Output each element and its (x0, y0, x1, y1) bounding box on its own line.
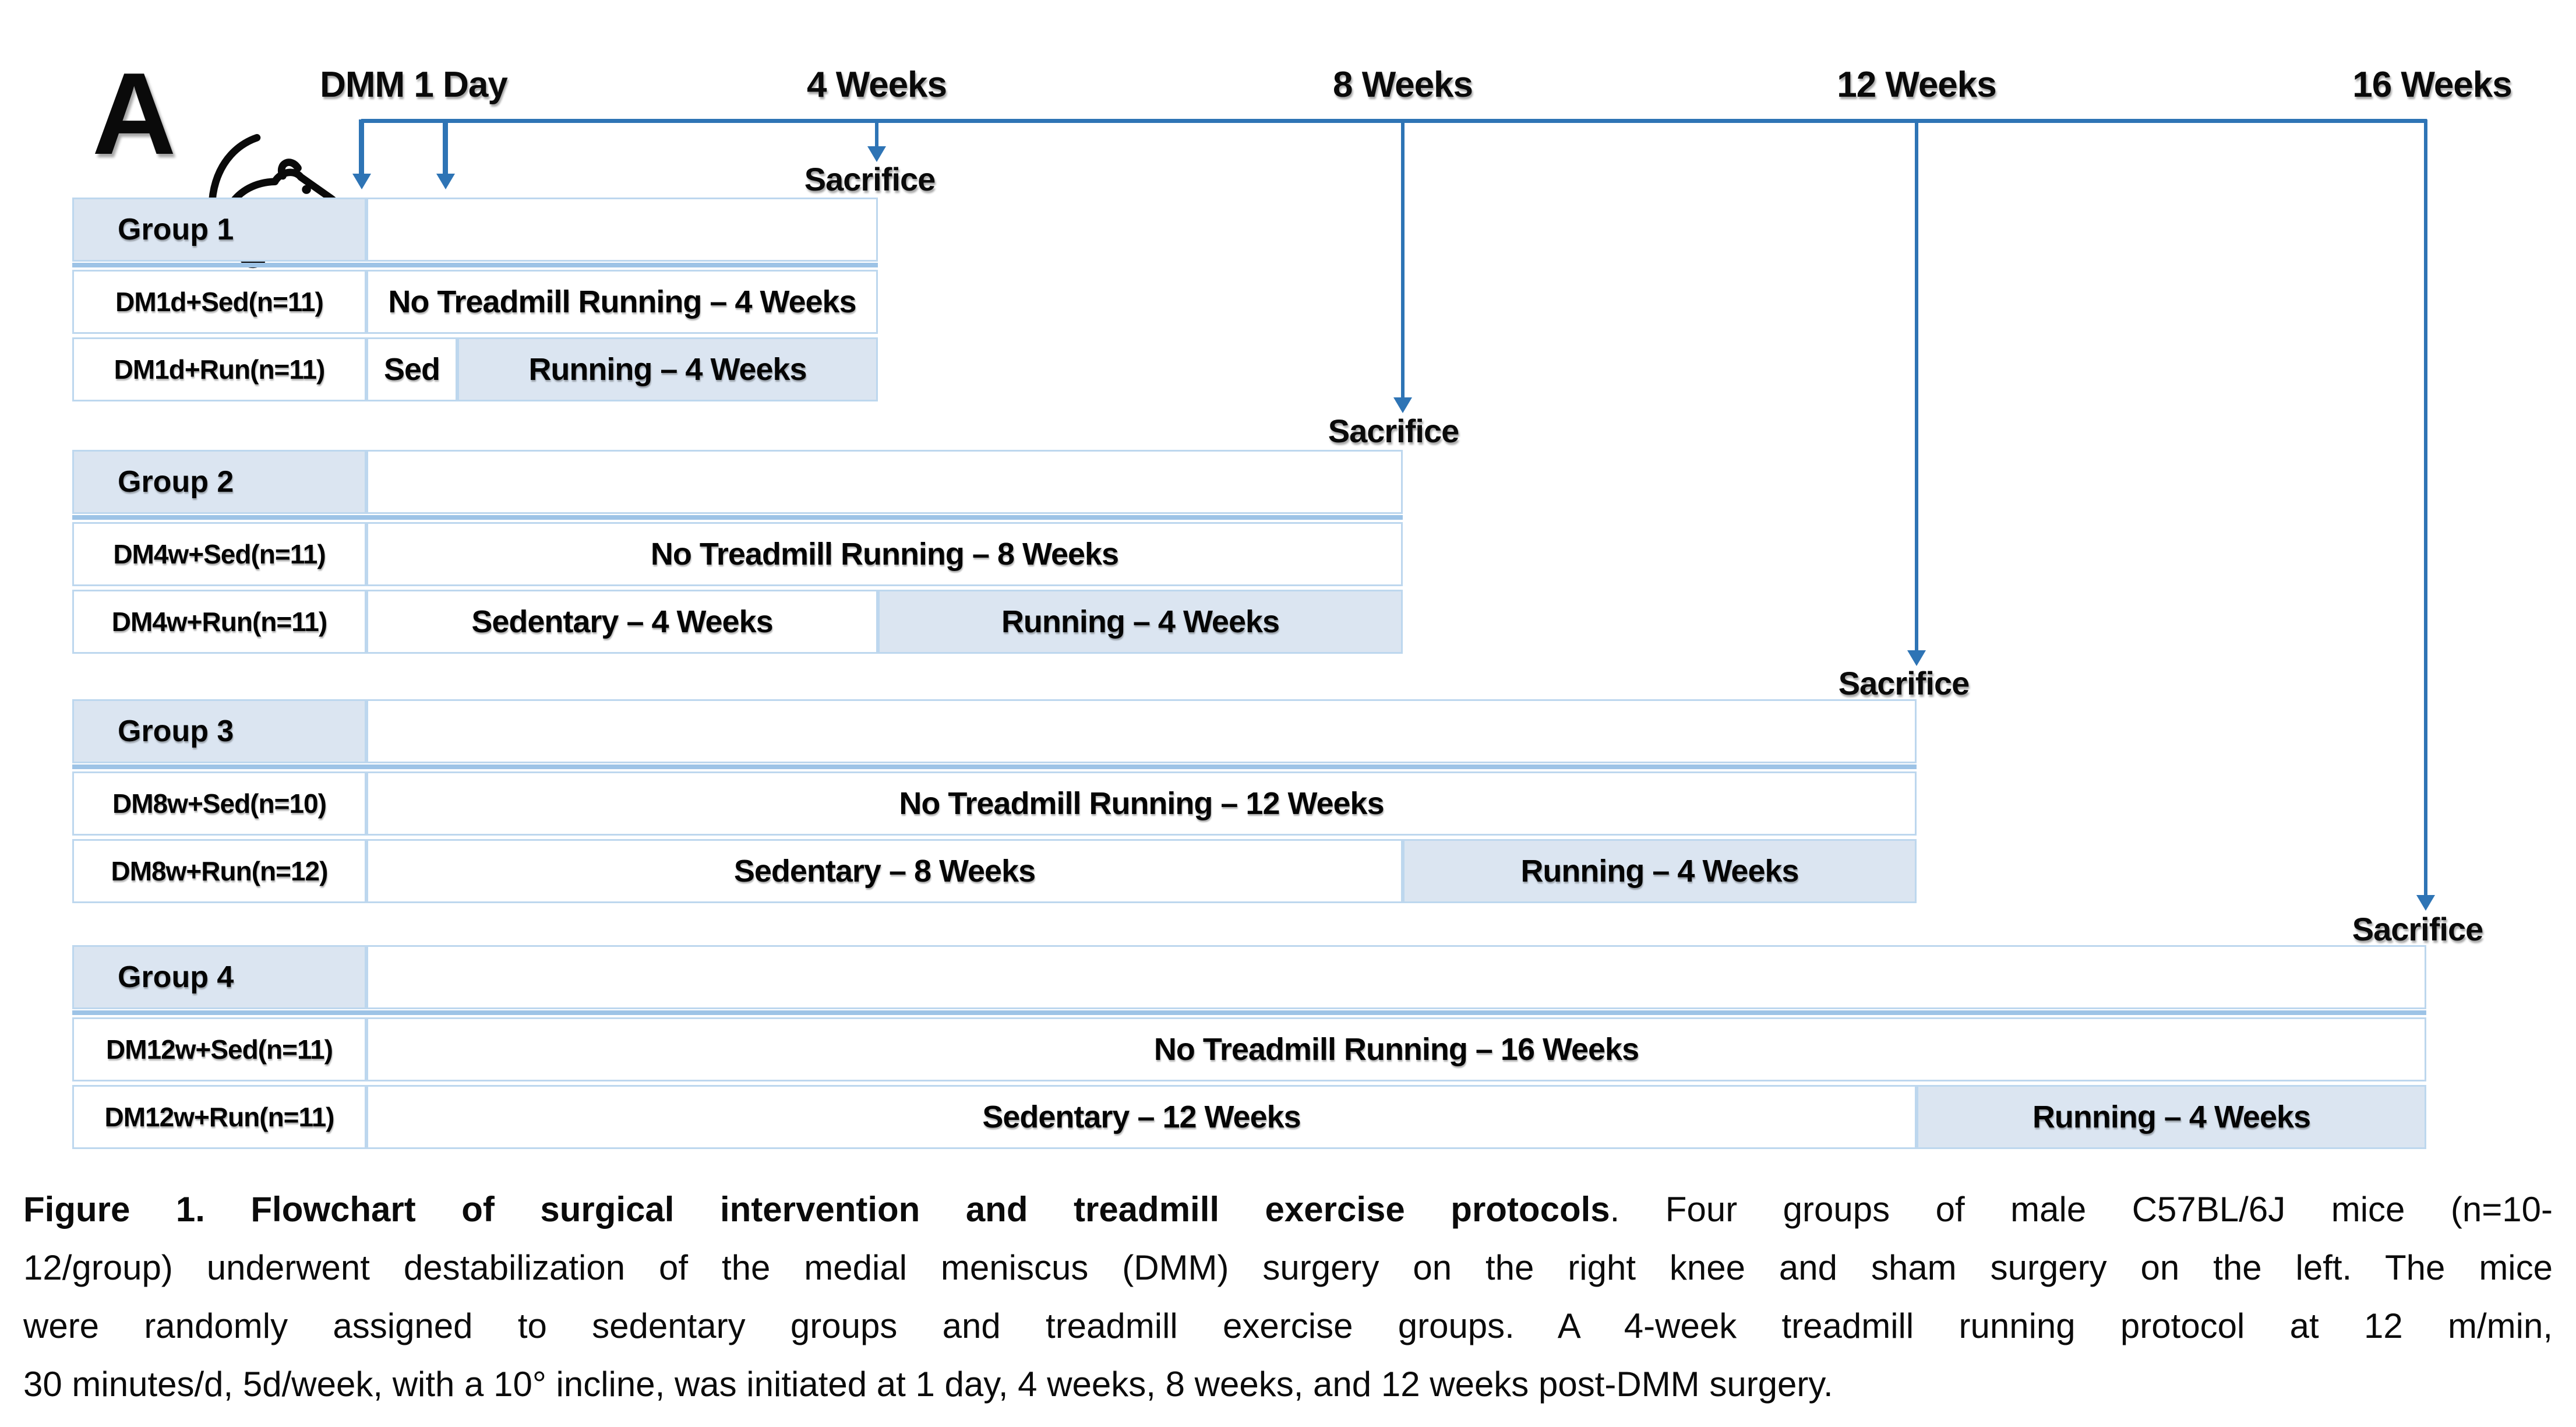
group-2-header-divider (72, 515, 1403, 520)
group-2-sed-row-label: DM4w+Sed(n=11) (72, 522, 366, 586)
figure-caption-line-3: were randomly assigned to sedentary grou… (23, 1306, 2553, 1345)
group-4-table: Group 4 DM12w+Sed(n=11) No Treadmill Run… (72, 945, 2426, 1149)
group-4-run-row-label: DM12w+Run(n=11) (72, 1085, 366, 1149)
group-4-run-sedentary-cell: Sedentary – 12 Weeks (366, 1085, 1917, 1149)
group-3-header-empty-cell (366, 699, 1917, 763)
figure-caption-line-4: 30 minutes/d, 5d/week, with a 10° inclin… (23, 1365, 1833, 1404)
group-4-sed-protocol-cell: No Treadmill Running – 16 Weeks (366, 1017, 2426, 1081)
sacrifice-label-group-3: Sacrifice (1838, 665, 1970, 702)
figure-caption-line-1: Figure 1. Flowchart of surgical interven… (23, 1184, 2553, 1235)
group-3-run-sedentary-cell: Sedentary – 8 Weeks (366, 839, 1403, 903)
group-2-run-sedentary-cell: Sedentary – 4 Weeks (366, 590, 878, 654)
group-2-table: Group 2 DM4w+Sed(n=11) No Treadmill Runn… (72, 450, 1403, 654)
timeline-axis (361, 119, 2427, 123)
group-2-title-cell: Group 2 (72, 450, 366, 514)
group-4-title-cell: Group 4 (72, 945, 366, 1009)
panel-label: A (92, 49, 177, 179)
group-4-header-divider (72, 1010, 2426, 1015)
group-1-header-empty-cell (366, 198, 878, 262)
group-3-sed-protocol-cell: No Treadmill Running – 12 Weeks (366, 771, 1917, 836)
sacrifice-label-group-2: Sacrifice (1328, 413, 1459, 449)
group-1-header-divider (72, 263, 878, 267)
group-1-title-cell: Group 1 (72, 198, 366, 262)
sacrifice-label-group-1: Sacrifice (804, 161, 936, 198)
group-3-title-cell: Group 3 (72, 699, 366, 763)
sacrifice-label-group-4: Sacrifice (2352, 911, 2483, 947)
group-4-header-empty-cell (366, 945, 2426, 1009)
timeline-label-4-weeks: 4 Weeks (806, 65, 947, 105)
group-4-sed-row-label: DM12w+Sed(n=11) (72, 1017, 366, 1081)
group-3-run-running-cell: Running – 4 Weeks (1403, 839, 1917, 903)
timeline-label-12-weeks: 12 Weeks (1837, 65, 1997, 105)
timeline-arrow-8-weeks (1401, 119, 1405, 398)
timeline-arrow-dmm-surgery (359, 119, 364, 174)
timeline-arrow-4-weeks (875, 119, 878, 147)
timeline-label-dmm-1-day: DMM 1 Day (320, 65, 508, 105)
timeline-arrow-day-1 (443, 119, 448, 174)
group-3-sed-row-label: DM8w+Sed(n=10) (72, 771, 366, 836)
figure-caption-line-2: 12/group) underwent destabilization of t… (23, 1248, 2553, 1287)
group-3-run-row-label: DM8w+Run(n=12) (72, 839, 366, 903)
timeline-label-16-weeks: 16 Weeks (2352, 65, 2513, 105)
group-1-run-sedentary-cell: Sed (366, 337, 457, 401)
group-2-sed-protocol-cell: No Treadmill Running – 8 Weeks (366, 522, 1403, 586)
group-3-table: Group 3 DM8w+Sed(n=10) No Treadmill Runn… (72, 699, 1917, 903)
group-1-run-row-label: DM1d+Run(n=11) (72, 337, 366, 401)
figure-caption-line-1-rest: . Four groups of male C57BL/6J mice (n=1… (1610, 1190, 2553, 1229)
group-1-sed-protocol-cell: No Treadmill Running – 4 Weeks (366, 270, 878, 334)
timeline-label-8-weeks: 8 Weeks (1332, 65, 1473, 105)
group-1-run-running-cell: Running – 4 Weeks (457, 337, 878, 401)
group-3-header-divider (72, 764, 1917, 769)
group-1-sed-row-label: DM1d+Sed(n=11) (72, 270, 366, 334)
timeline-arrow-16-weeks (2424, 119, 2427, 896)
group-2-run-running-cell: Running – 4 Weeks (878, 590, 1403, 654)
group-4-run-running-cell: Running – 4 Weeks (1917, 1085, 2426, 1149)
group-2-run-row-label: DM4w+Run(n=11) (72, 590, 366, 654)
group-2-header-empty-cell (366, 450, 1403, 514)
figure-caption-bold-title: Figure 1. Flowchart of surgical interven… (23, 1190, 1610, 1229)
group-1-table: Group 1 DM1d+Sed(n=11) No Treadmill Runn… (72, 198, 878, 401)
timeline-arrow-12-weeks (1915, 119, 1918, 651)
